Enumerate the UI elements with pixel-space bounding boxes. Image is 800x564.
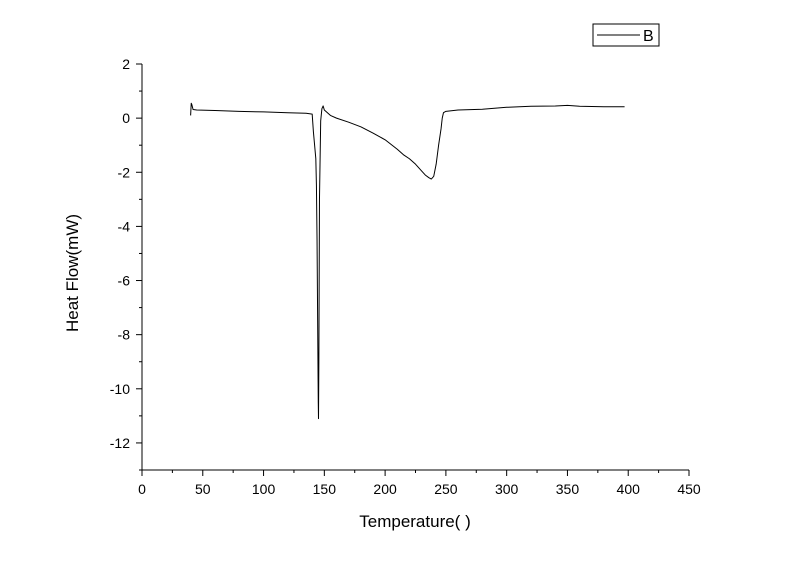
x-axis-title: Temperature( ) [359,512,470,531]
legend-label: B [643,28,654,45]
x-tick-label: 250 [434,481,458,497]
series-layer [190,102,625,420]
x-tick-label: 150 [313,481,337,497]
y-tick-label: 2 [122,56,130,72]
series-line-b [190,102,625,420]
y-axis-title: Heat Flow(mW) [63,214,82,332]
legend: B [592,23,660,47]
axes [141,64,689,471]
x-tick-label: 100 [252,481,276,497]
tick-labels: 0 50 100 150 200 250 300 350 400 450 2 0 -2 -4 -6 -8 -10… [110,56,701,497]
y-tick-label: -12 [110,435,130,451]
x-tick-label: 400 [617,481,641,497]
y-tick-label: 0 [122,110,130,126]
y-tick-label: -10 [110,381,130,397]
x-tick-label: 450 [677,481,701,497]
tick-marks [136,63,690,476]
x-tick-label: 300 [495,481,519,497]
y-tick-label: -8 [118,327,131,343]
x-tick-label: 350 [556,481,580,497]
y-tick-label: -6 [118,273,131,289]
x-tick-label: 200 [373,481,397,497]
y-tick-label: -4 [118,218,131,234]
x-tick-label: 50 [195,481,211,497]
x-tick-label: 0 [138,481,146,497]
y-tick-label: -2 [118,164,131,180]
